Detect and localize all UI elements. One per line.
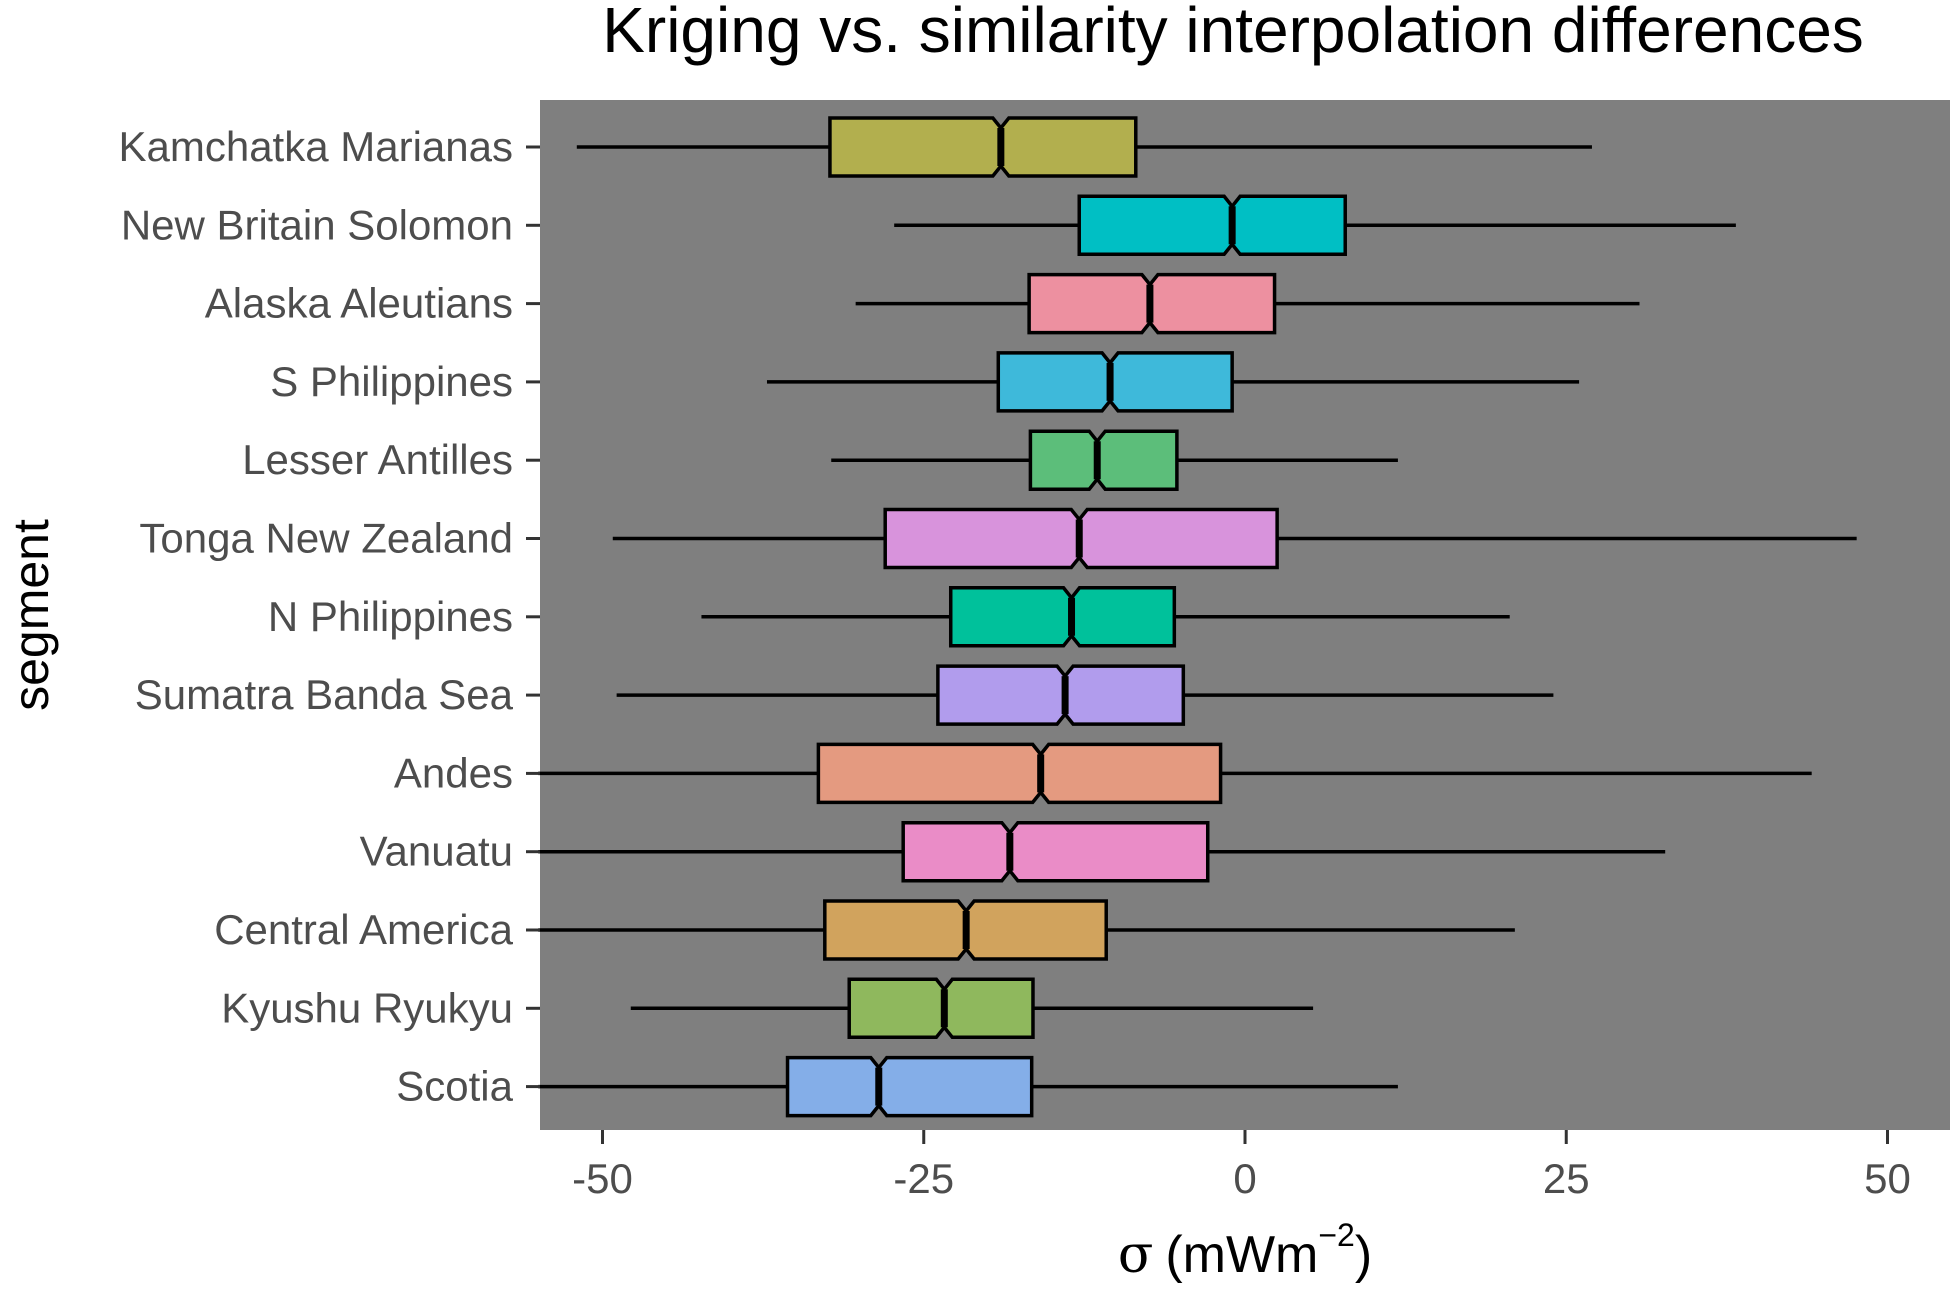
box-body <box>996 351 1234 413</box>
box-body <box>816 742 1223 805</box>
box-body <box>1028 429 1179 491</box>
box-alaska-aleutians <box>855 272 1640 335</box>
y-tick-label: Alaska Aleutians <box>205 280 513 327</box>
x-tick-label: -50 <box>572 1155 633 1202</box>
y-tick-label: Andes <box>394 749 513 796</box>
box-body <box>1077 194 1347 257</box>
box-lesser-antilles <box>831 429 1398 491</box>
x-axis-label: σ (mWm−2) <box>1118 1217 1372 1285</box>
y-tick-label: Tonga New Zealand <box>139 515 513 562</box>
y-axis-label: segment <box>3 519 59 711</box>
y-tick-label: Sumatra Banda Sea <box>135 671 514 718</box>
y-tick-label: Scotia <box>396 1063 513 1110</box>
y-tick-label: Kamchatka Marianas <box>118 123 513 170</box>
box-body <box>948 586 1177 648</box>
x-tick-label: -25 <box>893 1155 954 1202</box>
y-tick-label: Vanuatu <box>360 828 513 875</box>
y-tick-label: Lesser Antilles <box>242 436 513 483</box>
box-vanuatu <box>538 820 1666 883</box>
box-scotia <box>538 1055 1398 1118</box>
box-central-america <box>538 899 1515 961</box>
plot-panel <box>540 100 1950 1130</box>
x-axis-label-symbol: σ <box>1118 1225 1154 1285</box>
x-axis-label-close: ) <box>1355 1226 1372 1284</box>
box-body <box>901 820 1210 883</box>
box-n-philippines <box>701 586 1510 648</box>
box-sumatra-banda-sea <box>616 664 1554 726</box>
x-tick-label: 0 <box>1233 1155 1256 1202</box>
boxplot-series <box>538 116 1857 1118</box>
box-kyushu-ryukyu <box>630 977 1314 1040</box>
box-s-philippines <box>766 351 1580 413</box>
box-tonga-new-zealand <box>612 507 1857 570</box>
x-tick-label: 50 <box>1864 1155 1911 1202</box>
box-body <box>828 116 1138 178</box>
box-body <box>936 664 1186 726</box>
box-andes <box>538 742 1812 805</box>
x-axis-label-unit: (mWm <box>1165 1226 1318 1284</box>
box-kamchatka-marianas <box>576 116 1592 178</box>
x-axis-label-exponent: −2 <box>1318 1217 1354 1253</box>
y-tick-label: Central America <box>214 906 513 953</box>
x-tick-label: 25 <box>1543 1155 1590 1202</box>
box-body <box>785 1055 1034 1118</box>
y-axis: Kamchatka Marianas New Britain Solomon Ala… <box>118 123 540 1110</box>
box-new-britain-solomon <box>894 194 1736 257</box>
x-axis: -50 -25 0 25 50 <box>572 1130 1911 1202</box>
chart-title: Kriging vs. similarity interpolation dif… <box>602 0 1864 66</box>
y-tick-label: Kyushu Ryukyu <box>221 984 513 1031</box>
y-tick-label: S Philippines <box>270 358 513 405</box>
y-tick-label: New Britain Solomon <box>121 201 513 248</box>
y-tick-label: N Philippines <box>268 593 513 640</box>
